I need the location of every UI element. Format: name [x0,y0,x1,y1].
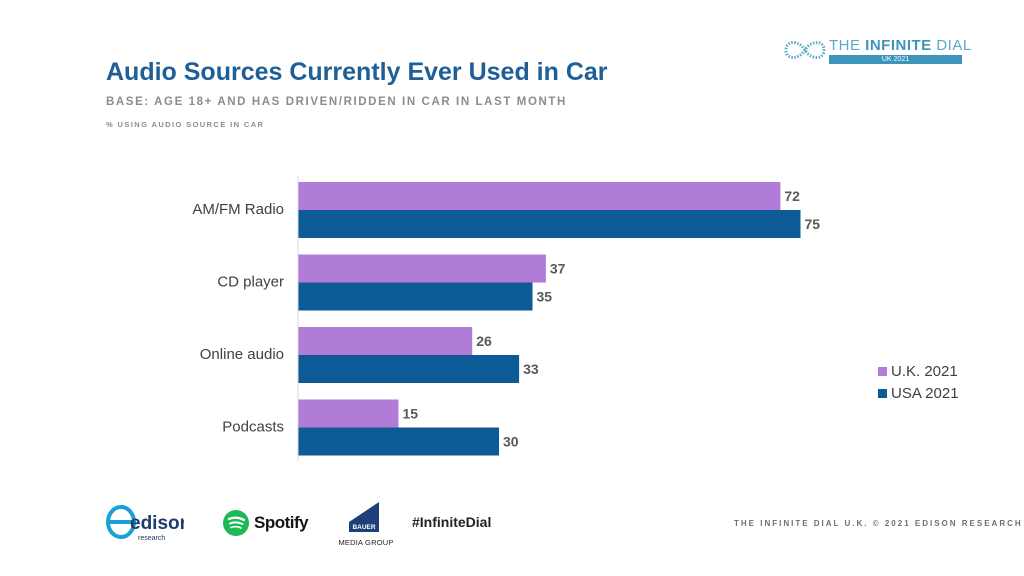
legend-item-uk: U.K. 2021 [878,360,959,382]
edison-research-logo: edison research [104,502,191,544]
bauer-logo: BAUER MEDIA GROUP [336,500,396,550]
data-label: 37 [550,261,566,277]
chart-title: Audio Sources Currently Ever Used in Car [106,58,608,86]
category-label: AM/FM Radio [192,201,284,218]
legend-label-uk: U.K. 2021 [891,362,958,380]
bar [298,210,801,238]
data-label: 72 [784,188,800,204]
spotify-logo: Spotify [222,508,309,538]
infinite-dial-logo: THE INFINITE DIAL UK 2021 [783,36,971,68]
bauer-mark-icon: BAUER [349,502,379,532]
bar [298,399,399,428]
edison-swirl-icon: edison research [106,505,191,542]
footer-logos: edison research Spotify BAUER MEDIA GROU… [104,500,524,552]
data-label: 33 [523,361,539,377]
measure-note: % USING AUDIO SOURCE IN CAR [106,120,265,129]
hashtag: #InfiniteDial [412,514,492,530]
bauer-wordmark: MEDIA GROUP [338,538,394,547]
data-label: 30 [503,434,519,450]
data-label: 35 [537,289,553,305]
data-label: 26 [476,333,492,349]
svg-text:research: research [138,535,165,542]
data-label: 15 [403,406,419,422]
bar [298,327,473,355]
legend: U.K. 2021 USA 2021 [878,360,959,404]
svg-text:edison: edison [130,513,184,534]
bar [298,355,520,383]
svg-text:BAUER: BAUER [352,524,375,531]
bar [298,427,499,456]
spotify-wordmark: Spotify [254,513,309,532]
infinity-mark-icon [784,41,826,59]
bar [298,254,546,283]
legend-label-usa: USA 2021 [891,384,959,402]
data-label: 75 [805,216,821,232]
logo-wordmark: THE INFINITE DIAL [829,37,972,54]
copyright-text: THE INFINITE DIAL U.K. © 2021 EDISON RES… [734,519,1023,528]
category-label: CD player [217,274,284,291]
bar [298,182,781,210]
category-label: Online audio [200,346,284,363]
base-note: BASE: AGE 18+ AND HAS DRIVEN/RIDDEN IN C… [106,96,567,108]
legend-item-usa: USA 2021 [878,382,959,404]
legend-swatch-uk [878,366,887,376]
spotify-icon [223,510,249,536]
logo-edition-band: UK 2021 [829,55,962,64]
legend-swatch-usa [878,388,887,398]
category-label: Podcasts [222,419,284,436]
bar [298,282,533,311]
